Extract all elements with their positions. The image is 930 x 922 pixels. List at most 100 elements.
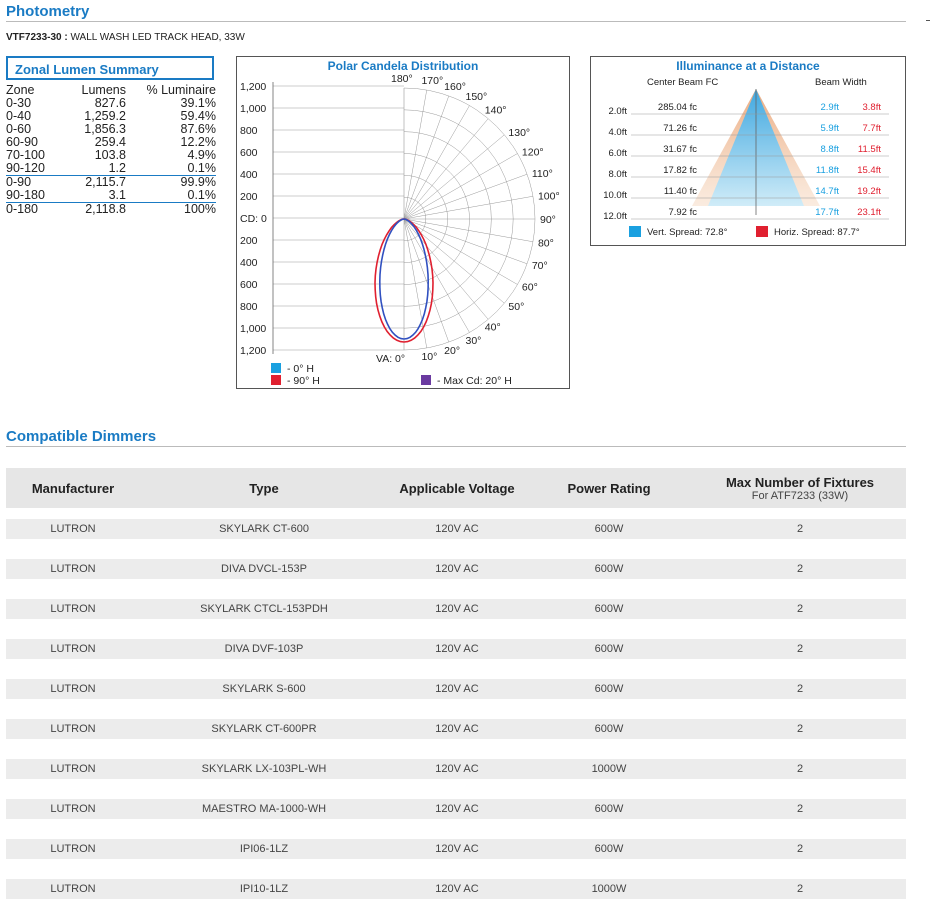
legend-label-0h: - 0° H: [287, 363, 314, 375]
polar-spoke: [403, 196, 534, 220]
zonal-row-cell: 1.2: [108, 161, 126, 175]
zonal-row-cell: 0-30: [6, 96, 32, 110]
table-row: LUTRON SKYLARK LX-103PL-WH 120V AC 1000W 2: [6, 759, 906, 779]
polar-spoke: [403, 218, 470, 333]
table-row: LUTRON SKYLARK S-600 120V AC 600W 2: [6, 679, 906, 699]
distance-label: 2.0ft: [609, 106, 628, 117]
center-fc-value: 11.40 fc: [664, 186, 697, 197]
zonal-row-cell: 3.1: [108, 188, 126, 202]
distance-label: 4.0ft: [609, 127, 628, 138]
zonal-row-cell: 59.4%: [180, 109, 216, 123]
zonal-row: 60-90 259.4 12.2%: [6, 136, 216, 149]
zonal-row: 0-60 1,856.3 87.6%: [6, 123, 216, 136]
power-cell: 600W: [594, 563, 624, 575]
manufacturer-cell: LUTRON: [50, 523, 96, 535]
voltage-cell: 120V AC: [435, 803, 479, 815]
type-cell: SKYLARK CT-600: [219, 523, 309, 535]
center-beam-header: Center Beam FC: [647, 77, 718, 88]
zonal-header-row-cell: % Luminaire: [146, 83, 216, 97]
polar-panel: Polar Candela Distribution 1,200 1,000 800…: [236, 56, 570, 389]
power-cell: 600W: [594, 683, 624, 695]
manufacturer-cell: LUTRON: [50, 563, 96, 575]
voltage-cell: 120V AC: [435, 763, 479, 775]
legend-label-maxcd: - Max Cd: 20° H: [437, 375, 512, 387]
center-fc-value: 285.04 fc: [658, 102, 697, 113]
zonal-row-cell: 259.4: [94, 135, 126, 149]
manufacturer-cell: LUTRON: [50, 763, 96, 775]
zonal-row-cell: 70-100: [6, 148, 45, 162]
right-angle-label: 120°: [522, 147, 544, 159]
zonal-row-cell: 0-180: [6, 202, 38, 216]
zonal-row-cell: 99.9%: [180, 175, 216, 189]
dimmers-table-header: Manufacturer Type Applicable Voltage Pow…: [6, 468, 906, 508]
distance-label: 6.0ft: [609, 148, 628, 159]
right-angle-label: 80°: [538, 237, 554, 249]
type-cell: SKYLARK S-600: [222, 683, 306, 695]
voltage-cell: 120V AC: [435, 723, 479, 735]
polar-spoke: [403, 89, 427, 220]
max-fixtures-cell: 2: [796, 843, 804, 855]
zonal-summary-box: Zonal Lumen Summary: [6, 56, 214, 80]
right-angle-label: 60°: [522, 282, 538, 294]
zonal-row-cell: 0.1%: [187, 161, 217, 175]
header-max-fixtures: Max Number of Fixtures For ATF7233 (33W): [696, 468, 904, 508]
vert-width-value: 17.7ft: [815, 207, 839, 218]
zonal-row-cell: 0-60: [6, 122, 32, 136]
scale-label: 200: [240, 191, 258, 203]
legend-swatch-90h: [271, 375, 281, 385]
illuminance-chart: Center Beam FC Beam Width 2.0ft 285.04 fc 2.…: [603, 77, 889, 238]
photometry-rule: [6, 21, 906, 22]
table-row: LUTRON SKYLARK CT-600PR 120V AC 600W 2: [6, 719, 906, 739]
curve-0h: [378, 218, 430, 340]
bottom-angle-label: 10°: [421, 351, 437, 363]
zonal-header-row: Zone Lumens % Luminaire: [6, 84, 216, 97]
manufacturer-cell: LUTRON: [50, 843, 96, 855]
horiz-width-value: 11.5ft: [858, 144, 881, 155]
right-angle-label: 130°: [508, 127, 530, 139]
corner-mark: [926, 20, 930, 21]
center-fc-value: 7.92 fc: [668, 207, 697, 218]
table-row: LUTRON IPI10-1LZ 120V AC 1000W 2: [6, 879, 906, 899]
horiz-width-value: 23.1ft: [857, 207, 881, 218]
manufacturer-cell: LUTRON: [50, 883, 96, 895]
type-cell: IPI10-1LZ: [239, 883, 289, 895]
polar-spoke: [403, 218, 534, 242]
polar-title: Polar Candela Distribution: [327, 59, 479, 73]
type-cell: DIVA DVF-103P: [224, 643, 304, 655]
distance-label: 8.0ft: [609, 169, 628, 180]
horiz-spread-label: Horiz. Spread: 87.7°: [774, 227, 860, 238]
table-row: LUTRON SKYLARK CT-600 120V AC 600W 2: [6, 519, 906, 539]
beam-width-header: Beam Width: [815, 77, 867, 88]
scale-label: 400: [240, 257, 258, 269]
right-angle-label: 90°: [540, 214, 556, 226]
center-fc-value: 17.82 fc: [663, 165, 697, 176]
power-cell: 600W: [594, 723, 624, 735]
curve-90h: [374, 218, 434, 343]
vert-spread-label: Vert. Spread: 72.8°: [647, 227, 728, 238]
vert-width-value: 14.7ft: [815, 186, 839, 197]
polar-spoke: [403, 105, 470, 220]
header-max-fixtures-sub: For ATF7233 (33W): [751, 489, 849, 502]
horiz-width-value: 7.7ft: [863, 123, 882, 134]
polar-spoke: [403, 118, 489, 220]
polar-spoke: [403, 218, 528, 265]
type-cell: SKYLARK CTCL-153PDH: [200, 603, 328, 615]
bottom-angle-label: VA: 0°: [376, 353, 405, 365]
voltage-cell: 120V AC: [435, 603, 479, 615]
scale-label: 1,000: [240, 103, 266, 115]
polar-spoke: [403, 218, 518, 285]
max-fixtures-cell: 2: [796, 803, 804, 815]
vert-width-value: 5.9ft: [821, 123, 840, 134]
top-angle-label: 160°: [444, 81, 466, 93]
scale-label: 1,000: [240, 323, 266, 335]
type-cell: DIVA DVCL-153P: [220, 563, 307, 575]
photometry-title: Photometry: [6, 3, 90, 20]
zonal-row: 90-120 1.2 0.1%: [6, 162, 216, 176]
scale-label: 800: [240, 125, 258, 137]
scale-label: 800: [240, 301, 258, 313]
table-row: LUTRON MAESTRO MA-1000-WH 120V AC 600W 2: [6, 799, 906, 819]
zonal-row: 70-100 103.8 4.9%: [6, 149, 216, 162]
zonal-row-cell: 60-90: [6, 135, 38, 149]
power-cell: 600W: [594, 843, 624, 855]
legend-label-90h: - 90° H: [287, 375, 320, 387]
